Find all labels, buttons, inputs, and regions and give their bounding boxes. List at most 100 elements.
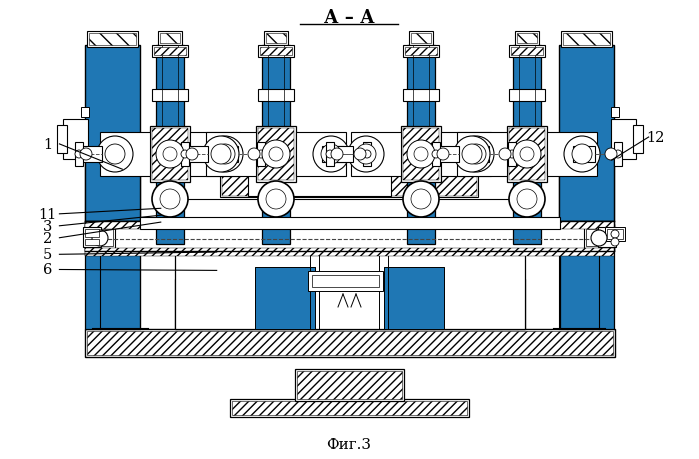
Circle shape: [248, 149, 260, 161]
Bar: [258, 129, 294, 180]
Bar: [407, 155, 435, 245]
Bar: [611, 108, 619, 118]
Circle shape: [105, 145, 125, 165]
Circle shape: [152, 182, 188, 218]
Bar: [89, 34, 136, 46]
Circle shape: [354, 149, 366, 161]
Bar: [255, 268, 315, 329]
Circle shape: [591, 230, 607, 246]
Bar: [409, 32, 433, 46]
Bar: [513, 46, 541, 156]
Text: А – А: А – А: [324, 9, 374, 27]
Bar: [437, 147, 459, 162]
Bar: [152, 46, 188, 58]
Bar: [85, 46, 140, 222]
Circle shape: [611, 230, 619, 239]
Bar: [384, 268, 444, 329]
Bar: [222, 160, 477, 196]
Bar: [87, 331, 613, 355]
Bar: [190, 133, 240, 177]
Circle shape: [432, 151, 440, 159]
Bar: [403, 129, 439, 180]
Bar: [85, 329, 615, 357]
Bar: [158, 32, 182, 46]
Bar: [411, 34, 431, 44]
Circle shape: [513, 141, 541, 168]
Circle shape: [411, 190, 431, 210]
Bar: [384, 268, 444, 329]
Bar: [255, 268, 315, 329]
Bar: [614, 143, 622, 167]
Bar: [85, 155, 140, 252]
Circle shape: [156, 141, 184, 168]
Bar: [295, 369, 404, 401]
Bar: [156, 46, 184, 156]
Circle shape: [356, 145, 376, 165]
Bar: [85, 252, 140, 329]
Bar: [85, 230, 99, 237]
Circle shape: [92, 230, 108, 246]
Bar: [559, 155, 614, 252]
Bar: [150, 127, 190, 183]
Bar: [264, 32, 288, 46]
Bar: [248, 160, 391, 196]
Bar: [508, 143, 516, 167]
Circle shape: [458, 137, 494, 173]
Circle shape: [186, 149, 198, 161]
Text: Фиг.3: Фиг.3: [326, 437, 371, 451]
Bar: [403, 90, 439, 102]
Bar: [559, 46, 614, 222]
Bar: [559, 46, 614, 222]
Bar: [326, 143, 334, 167]
Circle shape: [614, 151, 622, 159]
Bar: [175, 155, 524, 252]
Bar: [258, 90, 294, 102]
Bar: [509, 129, 545, 180]
Bar: [87, 224, 612, 249]
Bar: [206, 133, 256, 177]
Bar: [181, 143, 189, 167]
Circle shape: [564, 137, 600, 173]
Bar: [441, 133, 491, 177]
Bar: [156, 155, 184, 245]
Bar: [509, 46, 545, 58]
Bar: [331, 147, 353, 162]
Circle shape: [517, 190, 537, 210]
Bar: [509, 90, 545, 102]
Circle shape: [269, 148, 283, 162]
Circle shape: [520, 148, 534, 162]
Bar: [584, 228, 614, 248]
Text: 11: 11: [38, 207, 57, 221]
Circle shape: [215, 145, 235, 165]
Circle shape: [509, 182, 545, 218]
Bar: [312, 275, 379, 287]
Circle shape: [207, 137, 243, 173]
Bar: [407, 155, 435, 245]
Bar: [63, 120, 88, 160]
Bar: [515, 32, 539, 46]
Bar: [160, 34, 180, 44]
Circle shape: [508, 151, 516, 159]
Bar: [262, 155, 290, 245]
Bar: [87, 32, 138, 48]
Bar: [85, 224, 614, 252]
Bar: [152, 90, 188, 102]
Bar: [154, 48, 186, 56]
Bar: [507, 127, 547, 183]
Bar: [156, 46, 184, 156]
Bar: [513, 46, 541, 156]
Bar: [262, 155, 290, 245]
Circle shape: [163, 148, 177, 162]
Bar: [407, 46, 435, 156]
Circle shape: [203, 137, 239, 173]
Circle shape: [407, 141, 435, 168]
Circle shape: [313, 137, 349, 173]
Bar: [85, 222, 614, 230]
Bar: [598, 228, 616, 247]
Bar: [611, 120, 636, 160]
Bar: [257, 143, 265, 167]
Circle shape: [321, 145, 341, 165]
Circle shape: [605, 149, 617, 161]
Bar: [407, 46, 435, 156]
Bar: [351, 133, 401, 177]
